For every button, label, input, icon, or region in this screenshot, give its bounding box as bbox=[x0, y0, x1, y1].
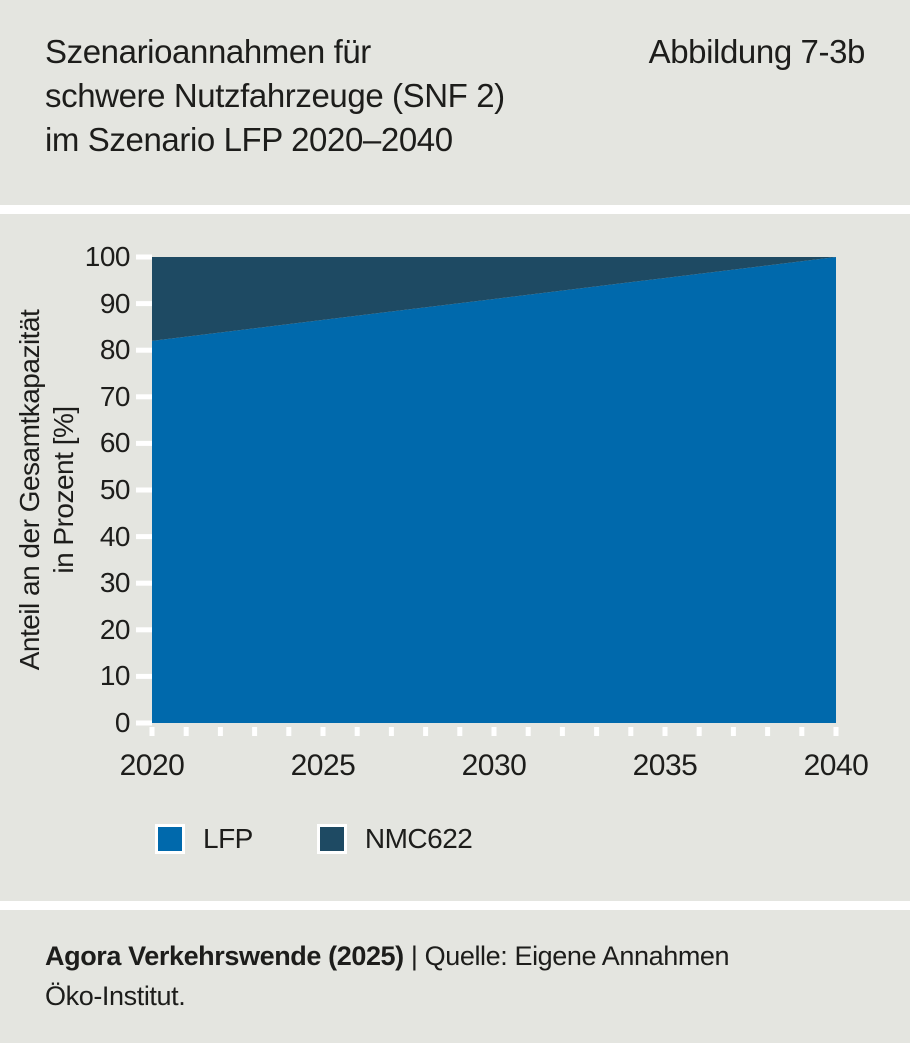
x-tick bbox=[559, 727, 565, 736]
x-tick bbox=[252, 727, 258, 736]
x-tick bbox=[457, 727, 463, 736]
x-tick bbox=[286, 727, 292, 736]
x-tick bbox=[730, 727, 736, 736]
chart-title-line1: Szenarioannahmen für bbox=[45, 33, 371, 70]
legend-swatch-lfp bbox=[155, 824, 185, 854]
x-tick bbox=[594, 727, 600, 736]
x-tick bbox=[799, 727, 805, 736]
y-tick bbox=[136, 627, 152, 633]
legend-item-lfp: LFP bbox=[155, 823, 253, 855]
x-tick bbox=[491, 727, 497, 736]
legend-label-nmc622: NMC622 bbox=[364, 823, 473, 854]
y-tick bbox=[136, 673, 152, 679]
chart-title: Szenarioannahmen für schwere Nutzfahrzeu… bbox=[45, 30, 505, 162]
x-tick bbox=[354, 727, 360, 736]
chart-title-line3: im Szenario LFP 2020–2040 bbox=[45, 121, 453, 158]
legend-label-lfp: LFP bbox=[203, 823, 253, 854]
x-tick bbox=[833, 727, 839, 736]
area-lfp bbox=[152, 257, 836, 723]
y-tick bbox=[136, 254, 152, 260]
x-tick bbox=[320, 727, 326, 736]
y-tick bbox=[136, 394, 152, 400]
source-line1: Agora Verkehrswende (2025) | Quelle: Eig… bbox=[45, 936, 865, 976]
x-tick bbox=[662, 727, 668, 736]
x-tick bbox=[149, 727, 155, 736]
source-text: Agora Verkehrswende (2025) | Quelle: Eig… bbox=[0, 910, 910, 1016]
y-tick bbox=[136, 301, 152, 307]
x-tick bbox=[388, 727, 394, 736]
stacked-area-chart bbox=[136, 254, 839, 736]
chart-section: Anteil an der Gesamtkapazität in Prozent… bbox=[0, 214, 910, 901]
x-tick bbox=[765, 727, 771, 736]
x-tick bbox=[525, 727, 531, 736]
source-separator: | bbox=[410, 941, 418, 971]
y-tick bbox=[136, 440, 152, 446]
chart-title-line2: schwere Nutzfahrzeuge (SNF 2) bbox=[45, 77, 505, 114]
x-tick bbox=[423, 727, 429, 736]
y-tick bbox=[136, 347, 152, 353]
y-tick bbox=[136, 534, 152, 540]
chart-legend: LFP NMC622 bbox=[155, 823, 473, 855]
footer-section: Agora Verkehrswende (2025) | Quelle: Eig… bbox=[0, 910, 910, 1043]
y-tick bbox=[136, 720, 152, 726]
source-quelle: Quelle: Eigene Annahmen bbox=[424, 941, 730, 971]
area-nmc622 bbox=[152, 257, 836, 341]
y-tick bbox=[136, 580, 152, 586]
y-tick bbox=[136, 487, 152, 493]
x-tick bbox=[696, 727, 702, 736]
x-tick bbox=[217, 727, 223, 736]
x-tick bbox=[183, 727, 189, 736]
figure-number-label: Abbildung 7-3b bbox=[648, 33, 866, 70]
header-section: Szenarioannahmen für schwere Nutzfahrzeu… bbox=[0, 0, 910, 205]
source-publisher: Agora Verkehrswende (2025) bbox=[45, 941, 404, 971]
legend-item-nmc622: NMC622 bbox=[316, 823, 473, 855]
source-line2: Öko-Institut. bbox=[45, 981, 186, 1011]
legend-swatch-nmc622 bbox=[316, 824, 347, 854]
x-tick bbox=[628, 727, 634, 736]
